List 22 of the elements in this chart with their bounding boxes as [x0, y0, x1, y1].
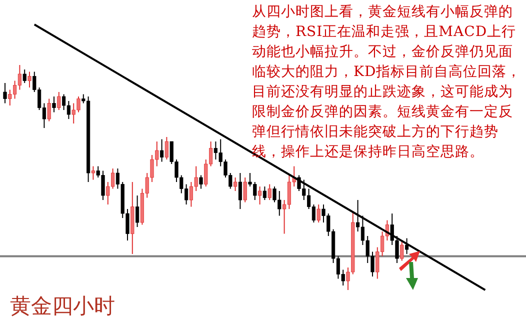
candlestick: [136, 195, 140, 228]
candlestick: [57, 92, 61, 110]
candlestick: [3, 82, 7, 104]
candlestick: [258, 186, 262, 205]
candlestick: [243, 177, 247, 203]
candlestick: [234, 177, 238, 192]
candlestick: [28, 71, 32, 88]
candlestick: [262, 186, 266, 200]
candlestick: [160, 138, 164, 162]
candlestick: [316, 204, 320, 223]
candlestick: [400, 240, 404, 262]
text: 黄金四小时: [10, 293, 115, 320]
candlestick: [268, 184, 272, 200]
candlestick: [164, 136, 168, 160]
candlestick: [52, 96, 56, 113]
candlestick: [405, 238, 409, 254]
candlestick: [22, 69, 26, 84]
candlestick: [199, 174, 203, 190]
annotation: 从四小时图上看，黄金短线有小幅反弹的趋势，RSI正在温和走强，且MACD上行动能也小幅拉升。不过，金价反弹仍见面临较大的阻力，KD指标目前自高位回落，目前还没有明显的止跌迹象，这可能成为限制金价反弹的因素。短线黄金有一定反弹但行情依旧未能突破上方的下行趋势线，操作上还是保持昨日高空思路。: [252, 3, 522, 162]
candlestick: [91, 166, 95, 180]
candlestick: [47, 98, 51, 122]
candlestick: [238, 172, 242, 210]
